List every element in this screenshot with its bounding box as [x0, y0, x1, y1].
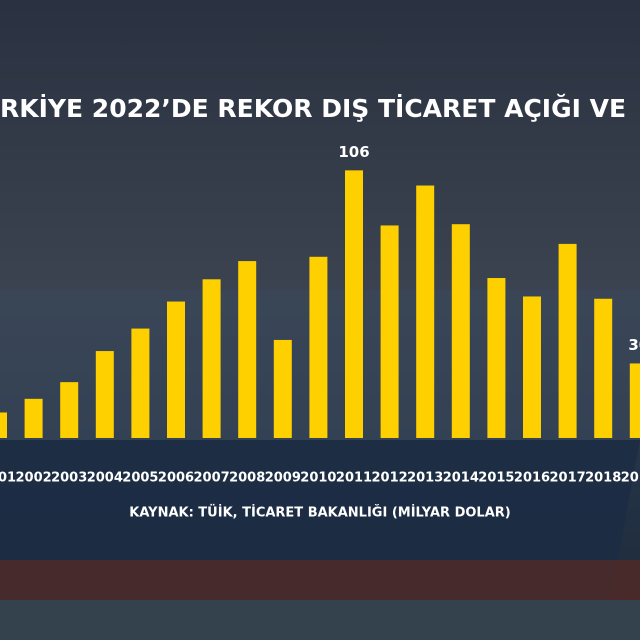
x-tick-label: 2009 — [265, 471, 301, 486]
bar — [131, 328, 150, 438]
bar — [558, 243, 577, 438]
value-label: 30 — [628, 336, 640, 354]
bar — [451, 224, 470, 438]
x-tick-label: 2008 — [229, 471, 265, 486]
bar — [95, 351, 114, 438]
bar — [167, 301, 185, 438]
bar — [487, 278, 506, 438]
x-tick-label: 2003 — [51, 471, 87, 486]
chart-title: RKİYE 2022’DE REKOR DIŞ TİCARET AÇIĞI VE — [0, 93, 626, 123]
x-tick-label: 2015 — [478, 471, 514, 486]
bar — [0, 412, 7, 438]
bar — [24, 398, 43, 438]
bar — [523, 296, 541, 438]
bar — [629, 363, 640, 438]
source: KAYNAK: TÜİK, TİCARET BAKANLIĞI (MİLYAR … — [129, 505, 510, 521]
x-tick-label: 2010 — [300, 471, 336, 486]
x-tick-label: 2002 — [16, 471, 52, 486]
x-tick-label: 2018 — [585, 471, 621, 486]
bar — [309, 256, 328, 438]
x-tick-label: 2004 — [87, 471, 123, 486]
bar — [60, 382, 79, 438]
hull-stripe — [0, 560, 640, 600]
bar — [380, 225, 399, 438]
bar — [202, 279, 221, 438]
x-tick-label: 2011 — [336, 471, 372, 486]
x-tick-label: 2007 — [194, 471, 230, 486]
x-tick-label: 2013 — [407, 471, 443, 486]
x-tick-label: 2016 — [514, 471, 550, 486]
bar — [238, 261, 257, 438]
bar — [345, 170, 363, 438]
bar — [416, 185, 435, 438]
x-tick-label: 2019 — [621, 471, 640, 486]
x-tick-label: 2012 — [372, 471, 408, 486]
value-label: 106 — [338, 143, 369, 161]
bar — [594, 298, 613, 438]
bar — [273, 339, 292, 438]
x-tick-label: 2006 — [158, 471, 194, 486]
x-tick-label: 2005 — [122, 471, 158, 486]
water — [0, 600, 640, 640]
x-tick-label: 2014 — [443, 471, 479, 486]
x-tick-label: 2001 — [0, 471, 16, 486]
x-tick-label: 2017 — [550, 471, 586, 486]
